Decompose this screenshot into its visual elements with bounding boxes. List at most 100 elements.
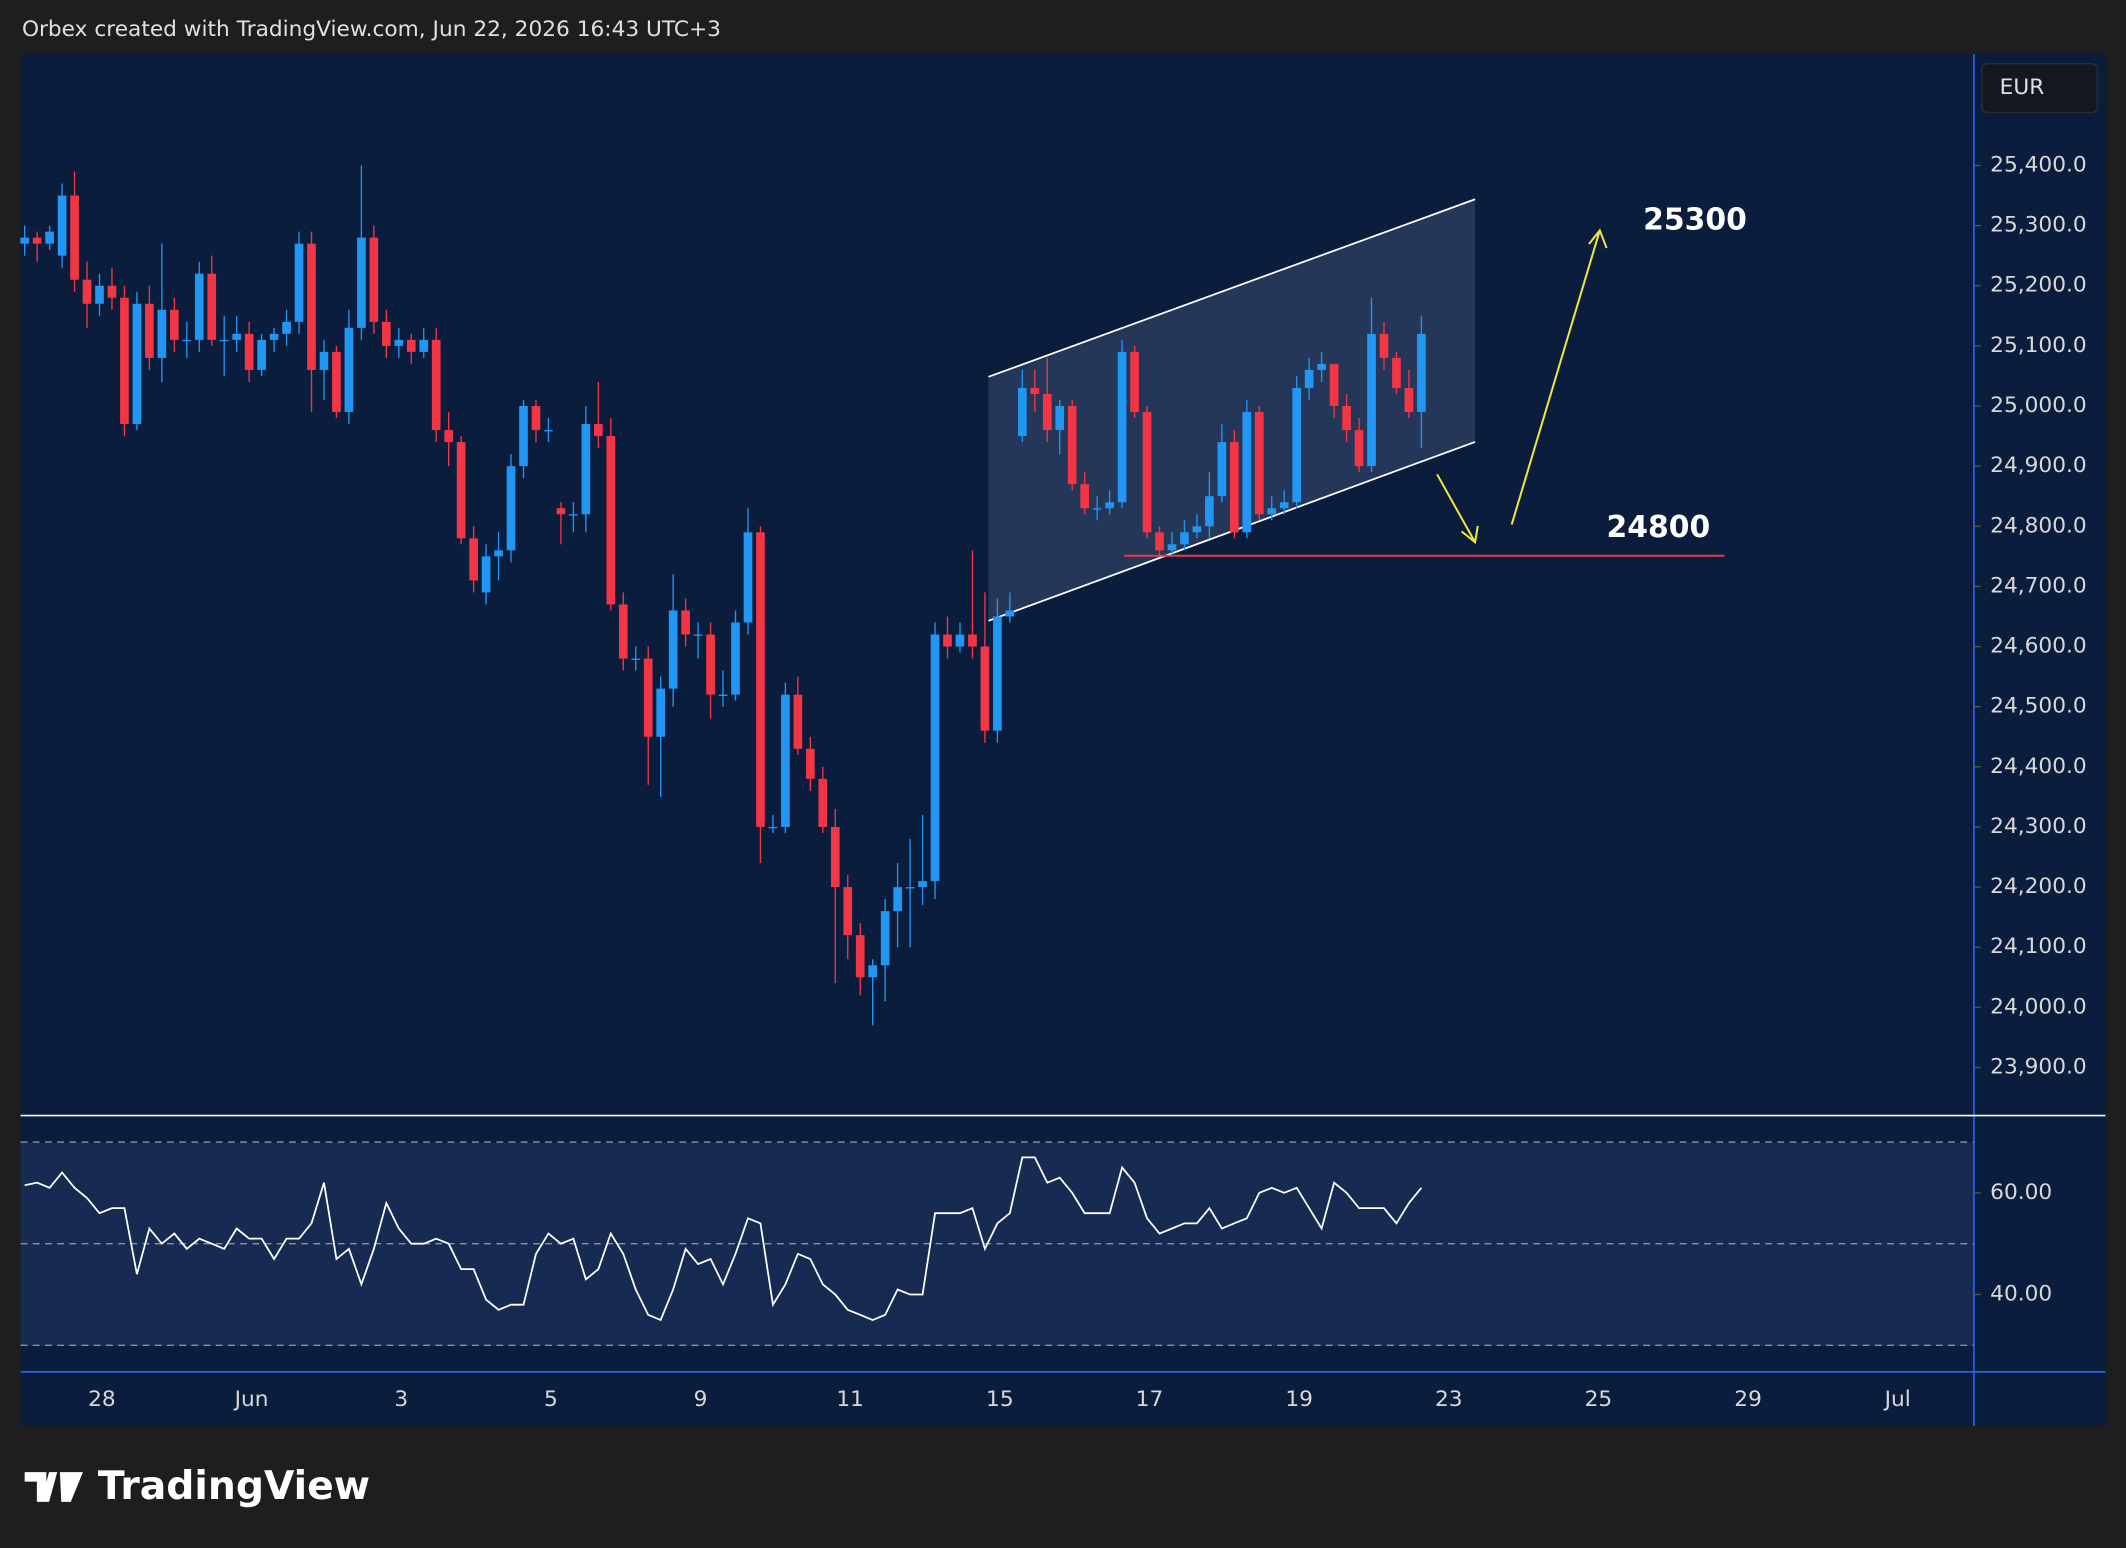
candle-body — [1017, 387, 1027, 437]
candle-body — [1005, 610, 1015, 617]
candle-body — [120, 297, 129, 425]
x-tick-label: Jul — [1883, 1387, 1911, 1412]
candle-body — [1392, 357, 1401, 388]
y-tick-label: 24,500.0 — [1990, 694, 2087, 719]
candle-body — [194, 273, 204, 340]
candle-body — [1067, 406, 1077, 485]
candle-body — [1080, 484, 1090, 509]
candle-body — [706, 634, 715, 695]
candle-body — [1229, 442, 1239, 533]
candle-body — [1142, 412, 1152, 533]
candle-body — [1279, 502, 1289, 509]
candle-body — [1042, 393, 1052, 431]
rsi-tick-label: 60.00 — [1990, 1180, 2052, 1205]
candle-body — [394, 339, 404, 346]
candle-body — [1354, 430, 1364, 467]
candle-body — [743, 532, 753, 623]
candle-body — [244, 333, 254, 370]
candle-body — [818, 778, 828, 827]
candle-body — [20, 237, 30, 244]
candle-body — [456, 442, 466, 539]
candle-body — [257, 339, 266, 370]
x-tick-label: 19 — [1285, 1387, 1313, 1412]
candle-body — [1379, 333, 1389, 358]
y-tick-label: 24,600.0 — [1990, 634, 2087, 659]
candle-body — [581, 424, 591, 515]
candle-body — [918, 881, 927, 888]
candle-body — [1130, 351, 1139, 413]
candle-body — [107, 285, 117, 298]
candle-body — [868, 965, 878, 978]
y-tick-label: 25,100.0 — [1990, 333, 2087, 358]
candle-body — [232, 333, 242, 340]
arrows — [1436, 228, 1608, 545]
arrow-up — [1510, 228, 1608, 525]
candle-body — [781, 694, 790, 827]
candle-body — [1267, 508, 1277, 515]
y-tick-label: 24,300.0 — [1990, 814, 2087, 839]
candle-body — [893, 887, 902, 912]
candle-body — [494, 550, 503, 557]
candle-body — [406, 339, 416, 352]
x-tick-label: 15 — [986, 1387, 1014, 1412]
candle-body — [1055, 406, 1065, 431]
candle-body — [531, 406, 541, 431]
candle-body — [357, 237, 366, 328]
candle-body — [519, 406, 528, 467]
candle-body — [307, 243, 316, 370]
x-tick-label: 5 — [544, 1387, 558, 1412]
y-tick-label: 25,400.0 — [1990, 152, 2087, 177]
candle-body — [1192, 526, 1202, 533]
candle-body — [145, 303, 154, 358]
x-tick-label: 28 — [88, 1387, 116, 1412]
x-tick-label: 9 — [694, 1387, 708, 1412]
currency-box[interactable] — [1981, 63, 2098, 114]
logo-text: TradingView — [98, 1464, 370, 1509]
candle-body — [506, 466, 516, 551]
candle-body — [1105, 502, 1114, 509]
candle-body — [1155, 532, 1164, 551]
logo: TradingView — [24, 1464, 370, 1509]
candle-body — [57, 195, 67, 256]
candle-body — [282, 321, 291, 334]
y-tick-label: 24,900.0 — [1990, 453, 2087, 478]
header-text: Orbex created with TradingView.com, Jun … — [22, 17, 721, 42]
candle-body — [1205, 496, 1214, 527]
candle-body — [843, 887, 853, 936]
candle-body — [1304, 369, 1314, 388]
candle-body — [930, 634, 940, 882]
candle-body — [157, 309, 167, 358]
candle-body — [95, 285, 104, 304]
candle-body — [1342, 406, 1351, 431]
x-tick-label: Jun — [233, 1387, 269, 1412]
candle-body — [830, 826, 840, 888]
candle-body — [668, 610, 678, 689]
candle-body — [1317, 363, 1326, 370]
candle-body — [1417, 333, 1426, 413]
candle-body — [1117, 351, 1127, 503]
support-label: 24800 — [1607, 510, 1711, 545]
candle-body — [768, 826, 778, 829]
candle-body — [993, 616, 1002, 731]
candle-body — [444, 430, 454, 443]
candle-body — [980, 646, 990, 731]
y-tick-label: 24,000.0 — [1990, 994, 2087, 1019]
candle-body — [544, 430, 553, 432]
candle-body — [1404, 387, 1414, 413]
candle-body — [1242, 412, 1252, 533]
y-tick-label: 24,700.0 — [1990, 573, 2087, 598]
y-tick-label: 24,100.0 — [1990, 934, 2087, 959]
candle-body — [70, 195, 79, 280]
candle-body — [618, 604, 628, 659]
y-tick-label: 25,000.0 — [1990, 393, 2087, 418]
rsi-band — [20, 1142, 1974, 1347]
candle-body — [219, 339, 229, 342]
candle-body — [805, 748, 815, 779]
candle-body — [1292, 387, 1302, 503]
candle-body — [369, 237, 379, 322]
candle-body — [593, 424, 603, 437]
candle-body — [269, 333, 279, 340]
candle-body — [955, 634, 965, 647]
